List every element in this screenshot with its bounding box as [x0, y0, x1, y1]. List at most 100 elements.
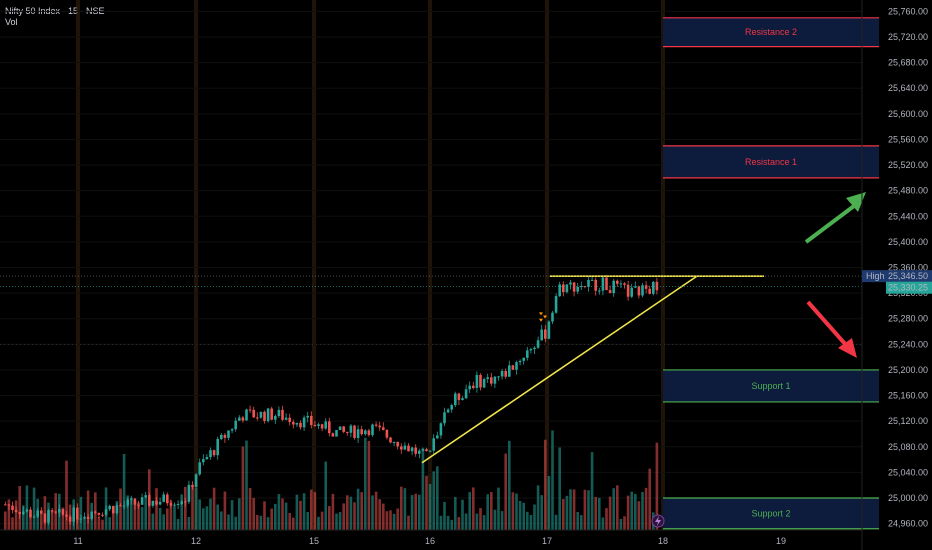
candle — [414, 447, 417, 454]
volume-bar — [32, 487, 36, 530]
candle — [439, 423, 443, 436]
volume-bar — [162, 514, 165, 530]
candle — [288, 417, 291, 422]
candle — [198, 462, 201, 475]
candle — [137, 504, 140, 506]
candle — [292, 421, 295, 425]
candle — [346, 431, 349, 433]
candle — [331, 433, 335, 437]
volume-bar — [533, 504, 536, 530]
candle — [634, 286, 637, 288]
candle — [94, 511, 97, 513]
candle — [500, 371, 504, 377]
volume-bar — [414, 493, 417, 530]
volume-bar — [284, 502, 288, 530]
volume-bar — [18, 486, 21, 530]
price-tick-label: 25,680.00 — [888, 58, 928, 68]
volume-bar — [526, 511, 529, 530]
volume-bar — [144, 496, 147, 530]
volume-bar — [238, 498, 241, 530]
session-separator — [428, 0, 432, 530]
volume-bar — [378, 499, 381, 530]
candle — [227, 430, 230, 438]
volume-bar — [126, 495, 129, 530]
volume-bar — [410, 495, 414, 530]
zone-support — [663, 497, 879, 529]
candle — [554, 296, 558, 313]
volume-bar — [22, 505, 25, 530]
volume-bar — [439, 515, 443, 530]
candle — [522, 357, 525, 361]
volume-bar — [540, 495, 543, 530]
candle — [187, 484, 191, 502]
volume-bar — [644, 487, 648, 530]
price-tick-label: 25,440.00 — [888, 211, 928, 221]
candle — [497, 376, 500, 378]
volume-bar — [356, 488, 360, 530]
volume-bar — [29, 514, 32, 530]
volume-bar — [432, 471, 435, 530]
price-tick-label: 25,400.00 — [888, 237, 928, 247]
volume-bar — [554, 514, 558, 530]
candle — [421, 449, 425, 451]
volume-bar — [461, 499, 464, 530]
candle — [540, 329, 543, 341]
candle — [443, 412, 446, 424]
candle — [230, 429, 234, 431]
candle — [65, 514, 68, 517]
candle — [472, 385, 475, 388]
volume-bar — [407, 515, 410, 530]
candle — [61, 509, 65, 515]
session-separator — [194, 0, 198, 530]
volume-bar — [245, 440, 248, 530]
price-tick-label: 25,360.00 — [888, 263, 928, 273]
candle — [335, 430, 338, 437]
arrow-down-icon — [806, 300, 848, 347]
volume-bar — [281, 498, 284, 530]
candle — [220, 434, 223, 439]
volume-bar — [608, 496, 612, 530]
candle — [79, 518, 83, 520]
volume-bar — [619, 518, 623, 530]
candle — [605, 277, 608, 291]
candle — [475, 374, 479, 388]
volume-bar — [252, 497, 255, 530]
candle — [263, 411, 266, 421]
volume-bar — [371, 495, 374, 530]
candle — [119, 505, 122, 507]
volume-bar — [529, 515, 533, 530]
volume-bar — [450, 519, 453, 530]
candle — [461, 398, 464, 400]
candle — [155, 500, 158, 505]
candle — [587, 279, 590, 287]
candle — [166, 494, 169, 504]
volume-bar — [202, 508, 205, 530]
volume-bar — [547, 476, 551, 530]
signal-marker — [539, 318, 543, 322]
volume-bar — [508, 440, 511, 530]
volume-bar — [623, 516, 626, 530]
candle — [176, 503, 180, 505]
candle — [194, 474, 198, 487]
candle — [504, 371, 507, 377]
candle — [410, 447, 414, 452]
volume-bar — [454, 496, 457, 530]
volume-bar — [486, 494, 489, 530]
candle — [90, 511, 93, 519]
candle — [367, 430, 371, 436]
volume-bar — [277, 494, 281, 530]
candle — [590, 279, 594, 281]
volume-bar — [248, 488, 252, 530]
volume-bar — [299, 500, 302, 530]
volume-bar — [133, 500, 137, 530]
candle — [464, 389, 468, 399]
candle — [482, 379, 486, 388]
candlesticks — [4, 274, 659, 527]
volume-bar — [400, 486, 403, 530]
candle — [72, 507, 75, 522]
zone-label: Resistance 2 — [745, 27, 797, 37]
candle — [551, 312, 554, 322]
volume-bar — [572, 489, 576, 530]
